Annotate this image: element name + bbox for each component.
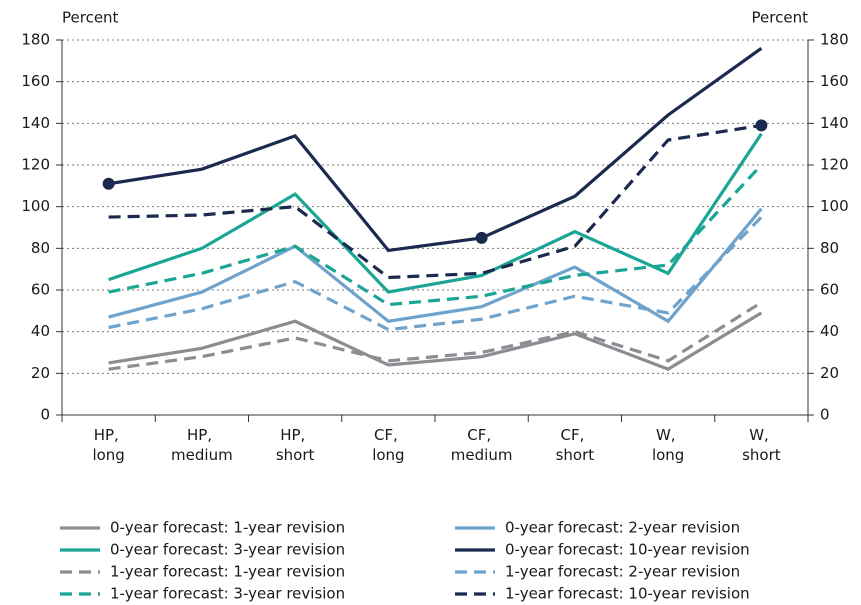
x-tick-label: W, short [742, 426, 781, 464]
x-tick-label: HP, short [276, 426, 315, 464]
x-tick-label-line: HP, [280, 426, 310, 444]
y2-axis-label: Percent [752, 9, 809, 27]
point-marker [475, 231, 488, 244]
x-tick-label-line: HP, [187, 426, 217, 444]
legend-label: 0-year forecast: 3-year revision [110, 541, 345, 559]
y2-tick-label: 120 [820, 156, 849, 174]
legend-label: 1-year forecast: 1-year revision [110, 563, 345, 581]
legend-label: 1-year forecast: 3-year revision [110, 585, 345, 603]
y2-tick-label: 180 [820, 31, 849, 49]
x-tick-label-line: long [92, 446, 124, 464]
y-tick-label: 20 [31, 364, 50, 382]
legend-label: 1-year forecast: 10-year revision [505, 585, 750, 603]
x-tick-label: CF, medium [451, 426, 513, 464]
x-tick-label-line: W, [749, 426, 773, 444]
series-line [108, 207, 763, 324]
legend-label: 1-year forecast: 2-year revision [505, 563, 740, 581]
x-tick-label-line: medium [451, 446, 513, 464]
y2-tick-label: 80 [820, 239, 839, 257]
y-tick-label: 180 [21, 31, 50, 49]
series-line [108, 301, 763, 371]
x-tick-label: HP, long [92, 426, 124, 464]
x-tick-label-line: HP, [94, 426, 124, 444]
y2-tick-label: 160 [820, 72, 849, 90]
y2-tick-label: 40 [820, 322, 839, 340]
series-line [108, 311, 763, 371]
x-tick-label: CF, short [556, 426, 595, 464]
y-tick-label: 160 [21, 72, 50, 90]
y2-tick-label: 0 [820, 406, 830, 424]
y2-tick-label: 60 [820, 281, 839, 299]
x-tick-label-line: short [556, 446, 595, 464]
y2-tick-label: 140 [820, 114, 849, 132]
y-axis-label: Percent [62, 9, 119, 27]
legend-label: 0-year forecast: 1-year revision [110, 519, 345, 537]
x-tick-label-line: CF, [467, 426, 496, 444]
x-tick-label-line: CF, [374, 426, 403, 444]
y-tick-label: 0 [40, 406, 50, 424]
series-line [108, 132, 763, 294]
y-tick-label: 60 [31, 281, 50, 299]
legend-label: 0-year forecast: 10-year revision [505, 541, 750, 559]
y-tick-label: 80 [31, 239, 50, 257]
x-tick-label-line: short [742, 446, 781, 464]
y-tick-label: 40 [31, 322, 50, 340]
x-tick-label-line: long [652, 446, 684, 464]
series-line [108, 47, 763, 253]
y2-tick-label: 100 [820, 197, 849, 215]
series-line [108, 215, 763, 332]
x-tick-label: CF, long [372, 426, 404, 464]
x-tick-label-line: long [372, 446, 404, 464]
x-tick-label: W, long [652, 426, 684, 464]
legend-label: 0-year forecast: 2-year revision [505, 519, 740, 537]
series-line [108, 123, 762, 280]
x-tick-label-line: medium [171, 446, 233, 464]
x-tick-label-line: short [276, 446, 315, 464]
y2-tick-label: 20 [820, 364, 839, 382]
point-marker [102, 177, 115, 190]
x-tick-label-line: W, [656, 426, 680, 444]
y-tick-label: 140 [21, 114, 50, 132]
y-tick-label: 120 [21, 156, 50, 174]
series-line [108, 163, 763, 307]
point-marker [755, 119, 768, 132]
x-tick-label: HP, medium [171, 426, 233, 464]
y-tick-label: 100 [21, 197, 50, 215]
x-tick-label-line: CF, [561, 426, 590, 444]
